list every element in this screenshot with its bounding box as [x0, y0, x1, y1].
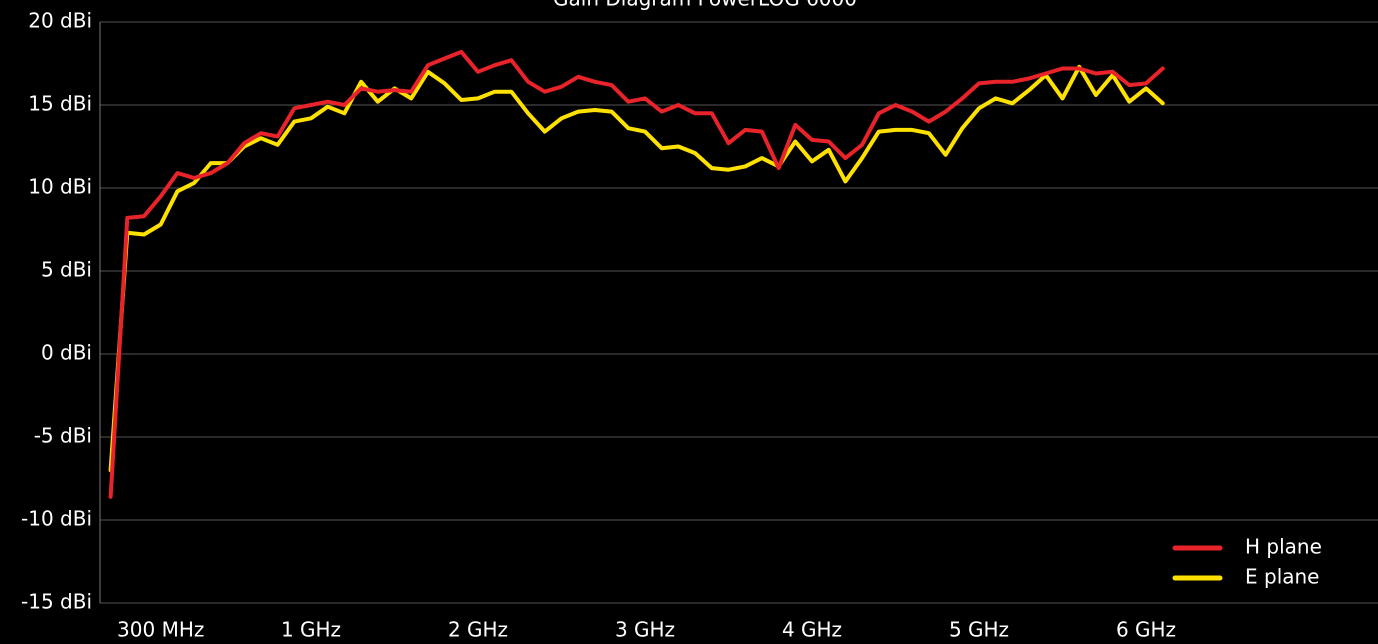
x-tick-label: 300 MHz	[117, 618, 204, 642]
series-line	[108, 49, 1165, 499]
y-tick-label: 5 dBi	[41, 258, 92, 282]
y-tick-label: 20 dBi	[28, 9, 92, 33]
x-tick-label: 2 GHz	[448, 618, 508, 642]
x-tick-label: 3 GHz	[615, 618, 675, 642]
legend-label: H plane	[1245, 535, 1322, 559]
series-line	[108, 64, 1165, 473]
y-tick-label: 0 dBi	[41, 341, 92, 365]
y-tick-label: -10 dBi	[21, 507, 92, 531]
x-tick-label: 5 GHz	[949, 618, 1009, 642]
y-tick-label: 10 dBi	[28, 175, 92, 199]
x-tick-label: 4 GHz	[782, 618, 842, 642]
y-tick-label: -5 dBi	[34, 424, 92, 448]
y-tick-label: 15 dBi	[28, 92, 92, 116]
chart-title: Gain Diagram PowerLOG 6000	[553, 0, 857, 11]
x-tick-label: 1 GHz	[281, 618, 341, 642]
legend-label: E plane	[1245, 565, 1319, 589]
x-tick-label: 6 GHz	[1116, 618, 1176, 642]
y-tick-label: -15 dBi	[21, 590, 92, 614]
